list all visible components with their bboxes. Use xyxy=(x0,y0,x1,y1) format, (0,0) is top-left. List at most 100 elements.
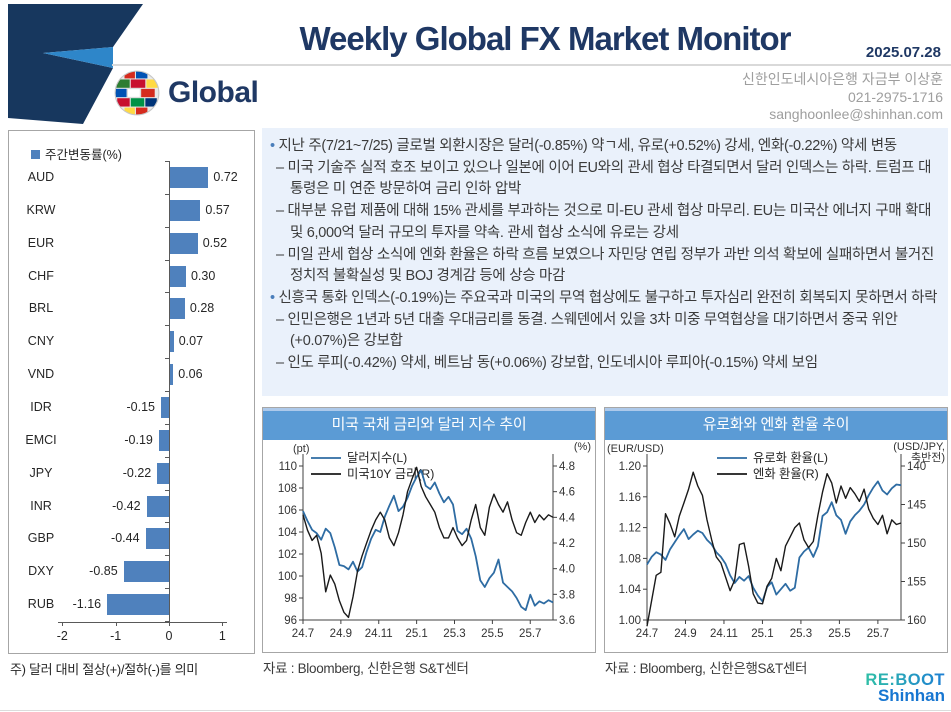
y-tick-label-right: 4.8 xyxy=(559,461,575,473)
bar-axis-tick xyxy=(165,193,169,195)
commentary-item: • 지난 주(7/21~7/25) 글로벌 외환시장은 달러(-0.85%) 약… xyxy=(270,138,897,154)
globe-flags-icon xyxy=(114,70,160,116)
y-tick-label-right: 155 xyxy=(907,577,926,589)
report-date: 2025.07.28 xyxy=(865,44,941,61)
commentary-item: – 미일 관세 협상 소식에 엔화 환율은 하락 흐름 보였으나 자민당 연립 … xyxy=(276,246,934,285)
series-line xyxy=(646,480,902,603)
commentary-marker: • xyxy=(270,138,279,154)
bar xyxy=(170,331,174,353)
bar-axis-tick xyxy=(165,456,169,458)
legend-label: 달러지수(L) xyxy=(347,451,407,465)
y-tick-label-right: 145 xyxy=(907,500,926,512)
bar-value-label: 0.07 xyxy=(178,334,204,349)
bar-x-axis-tick xyxy=(169,622,170,626)
y-tick-label-left: 1.08 xyxy=(619,553,641,565)
bar-chart-note: 주) 달러 대비 절상(+)/절하(-)를 의미 xyxy=(10,662,198,677)
commentary-item: – 미국 기술주 실적 호조 보이고 있으나 일본에 이어 EU와의 관세 협상… xyxy=(276,159,932,198)
bar xyxy=(170,298,185,320)
bar-x-axis xyxy=(58,622,227,623)
series-line xyxy=(302,469,554,612)
bar xyxy=(170,265,186,287)
y-tick-label-left: 1.04 xyxy=(619,584,642,596)
contact-author: 신한인도네시아은행 자금부 이상훈 xyxy=(742,71,943,87)
shinhan-logo-text: Shinhan xyxy=(877,686,945,705)
y-tick-label-left: 1.16 xyxy=(619,492,641,504)
left-axis-unit: (EUR/USD) xyxy=(607,443,664,455)
bar-axis-tick xyxy=(165,161,169,162)
commentary-list: • 지난 주(7/21~7/25) 글로벌 외환시장은 달러(-0.85%) 약… xyxy=(270,136,940,375)
y-tick-label-right: 4.4 xyxy=(559,512,576,524)
legend-label: 유로화 환율(L) xyxy=(753,451,828,465)
y-tick-label-left: 102 xyxy=(278,549,297,561)
bar-axis-tick xyxy=(165,259,169,261)
reboot-logo-text: RE:BOOT xyxy=(865,671,945,689)
x-tick-label: 24.7 xyxy=(636,628,658,640)
bar-value-label: -0.19 xyxy=(124,432,153,447)
bar xyxy=(146,495,169,517)
commentary-marker: • xyxy=(270,289,279,306)
x-tick-label: 24.11 xyxy=(710,628,738,640)
commentary-marker: – xyxy=(276,311,288,328)
chart-title-left: 미국 국채 금리와 달러 지수 추이 xyxy=(263,408,595,440)
y-tick-label-left: 96 xyxy=(284,615,297,627)
bar-axis-tick xyxy=(165,423,169,425)
bar-x-axis-tick xyxy=(62,622,64,626)
commentary-marker: – xyxy=(276,203,288,220)
y-tick-label-right: 140 xyxy=(907,461,926,473)
bar-value-label: -0.42 xyxy=(112,498,141,513)
bar-x-tick-label: -1 xyxy=(110,629,122,643)
bar-x-axis-tick xyxy=(222,622,224,626)
page-bottom-edge xyxy=(0,710,951,711)
bar-axis-tick xyxy=(165,522,169,524)
header-divider xyxy=(112,64,951,66)
x-tick-label: 24.7 xyxy=(292,628,314,640)
y-tick-label-right: 150 xyxy=(907,538,926,550)
bar-axis-tick xyxy=(165,489,169,491)
bar-value-label: 0.72 xyxy=(213,170,238,184)
x-tick-label: 25.7 xyxy=(519,628,541,640)
y-tick-label-left: 108 xyxy=(278,483,297,495)
bar-zero-axis xyxy=(169,161,170,622)
line-chart-us-rates-dollar: 110 108 106 104 102 100 98 96 4.8 4.6 4.4 4.2 4.0 3.8… xyxy=(263,440,595,652)
line-chart-eur-jpy: 1.20 1.16 1.12 1.08 1.04 1.00 140 145 150 155 160 2… xyxy=(605,440,947,652)
bar-axis-tick xyxy=(165,358,169,360)
bar-category-label: INR xyxy=(30,498,52,513)
y-tick-label-left: 104 xyxy=(278,527,298,539)
x-tick-label: 24.11 xyxy=(365,628,393,640)
y-tick-label-left: 100 xyxy=(278,571,297,583)
legend-swatch-icon xyxy=(31,150,40,159)
legend-label: 엔화 환율(R) xyxy=(753,467,819,481)
bar-category-label: AUD xyxy=(27,170,55,184)
y-tick-label-left: 110 xyxy=(279,461,297,473)
legend-label: 미국10Y 금리(R) xyxy=(347,467,434,481)
bar-category-label: GBP xyxy=(27,531,55,546)
y-tick-label-right: 4.6 xyxy=(559,487,575,499)
source-note-right: 자료 : Bloomberg, 신한은행S&T센터 xyxy=(605,661,808,676)
bar-value-label: -0.15 xyxy=(126,399,156,414)
bar-category-label: EMCI xyxy=(25,432,57,447)
bar-value-label: -0.85 xyxy=(89,564,118,579)
eur-jpy-fx-chart-panel: 유로화와 엔화 환율 추이 1.20 1.16 1.12 1.08 1.04 1.00 14… xyxy=(604,407,948,653)
contact-email: sanghoonlee@shinhan.com xyxy=(769,106,943,122)
bar-category-label: KRW xyxy=(26,202,56,217)
y-tick-label-left: 106 xyxy=(278,505,297,517)
bar-x-tick-label: 0 xyxy=(165,629,173,643)
x-tick-label: 24.9 xyxy=(674,628,696,640)
bar-axis-tick xyxy=(165,226,169,228)
market-commentary-panel: • 지난 주(7/21~7/25) 글로벌 외환시장은 달러(-0.85%) 약… xyxy=(262,128,948,396)
chart-title-right: 유로화와 엔화 환율 추이 xyxy=(605,408,947,440)
bar-value-label: 0.30 xyxy=(190,268,216,283)
bar-category-label: CNY xyxy=(27,334,55,349)
bar xyxy=(157,462,169,484)
bar-value-label: 0.52 xyxy=(202,235,228,250)
bar-value-label: -0.22 xyxy=(122,465,152,480)
x-tick-label: 24.9 xyxy=(330,628,352,640)
bar-value-label: 0.06 xyxy=(178,367,203,382)
bar xyxy=(170,199,201,221)
commentary-item: – 대부분 유럽 제품에 대해 15% 관세를 부과하는 것으로 미-EU 관세… xyxy=(276,203,932,241)
contact-block: 신한인도네시아은행 자금부 이상훈 021-2975-1716 sanghoon… xyxy=(742,71,943,124)
y-tick-label-left: 1.20 xyxy=(619,461,641,473)
y-tick-label-right: 3.6 xyxy=(559,615,575,627)
right-axis-unit: (USD/JPY, xyxy=(893,441,945,453)
bar-category-label: CHF xyxy=(28,268,54,283)
